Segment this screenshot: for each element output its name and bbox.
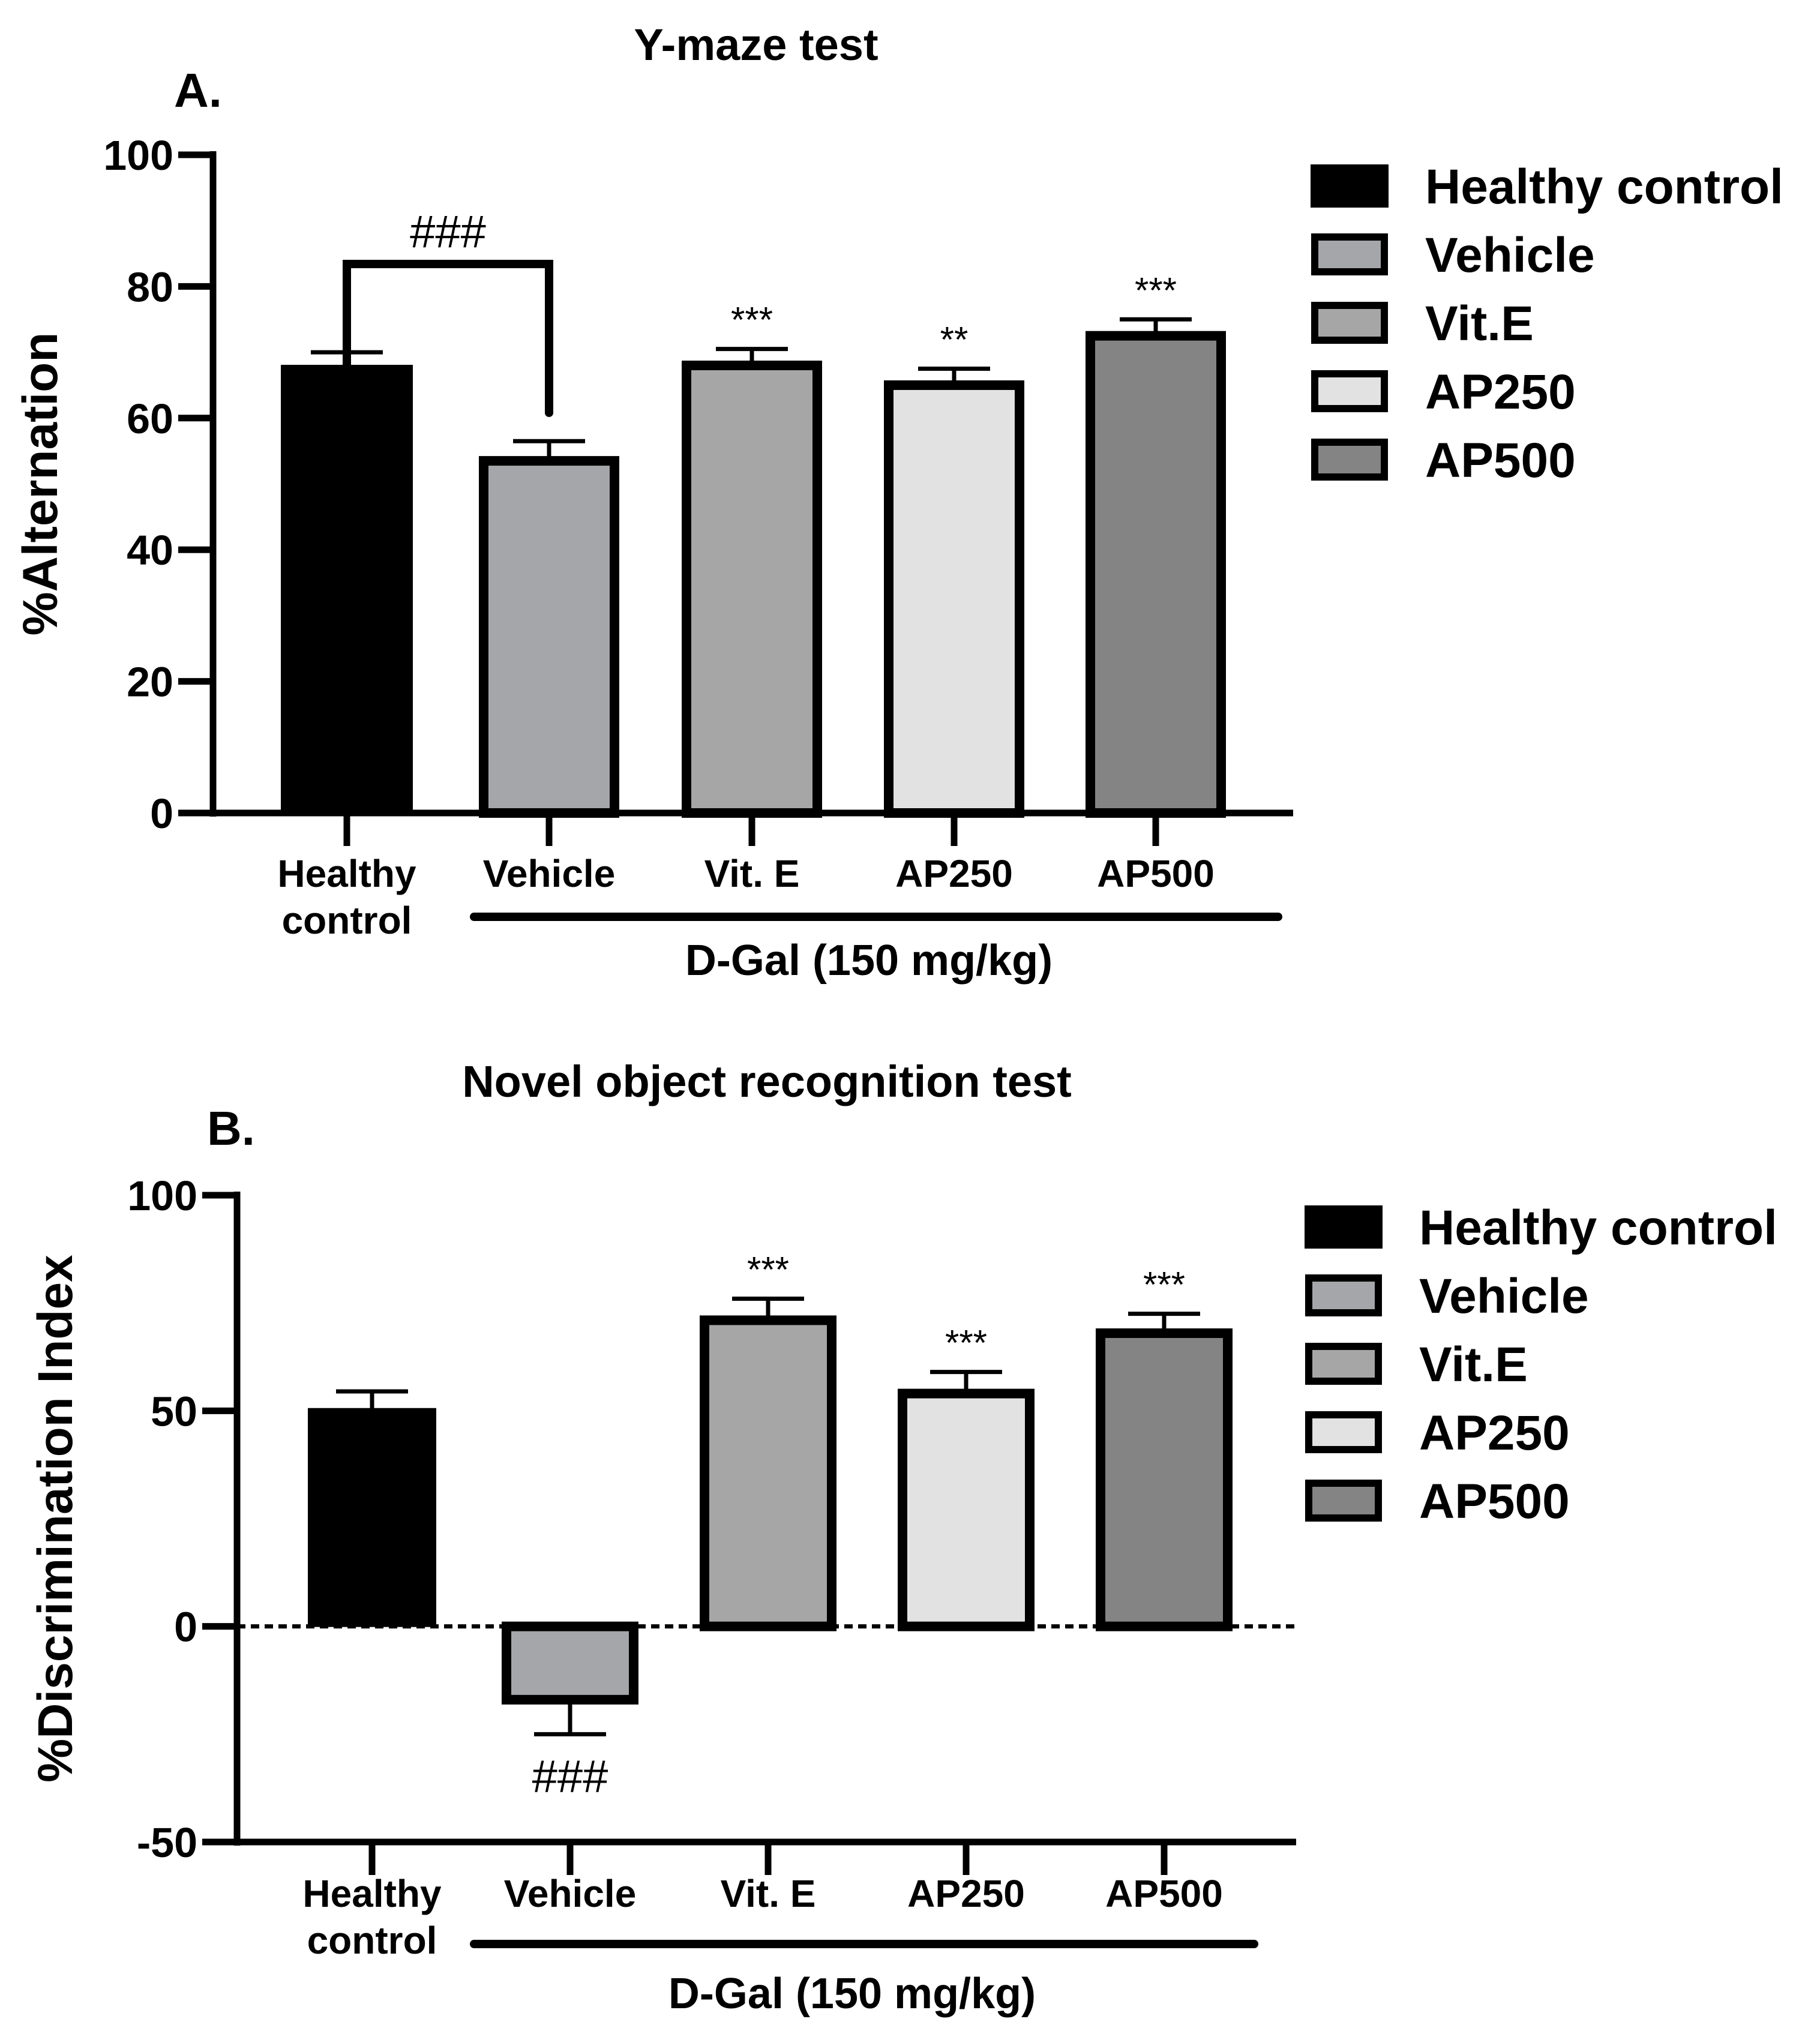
bar-vit-e (682, 361, 822, 818)
y-tick-label: 60 (127, 395, 173, 442)
significance-label: ### (532, 1751, 608, 1802)
y-tick-label: 80 (127, 263, 173, 310)
legend-label-ap250: AP250 (1425, 365, 1576, 419)
panel-label: A. (174, 64, 222, 117)
legend-label-ap500: AP500 (1425, 433, 1576, 488)
y-tick-label: 100 (127, 1172, 197, 1219)
bar-ap500 (1096, 1328, 1233, 1631)
x-tick-label: Vehicle (483, 852, 616, 895)
chart-title: Y-maze test (634, 20, 878, 70)
x-tick-label: Healthy (302, 1872, 442, 1915)
x-tick-label: AP250 (895, 852, 1013, 895)
x-tick-label: AP500 (1105, 1872, 1223, 1915)
chart-panel-a: Y-maze test A. %Alternation 0 20 40 60 80 100 Hea… (13, 20, 1783, 985)
legend-label-ap500: AP500 (1419, 1474, 1570, 1529)
legend-swatch-vehicle (1305, 1274, 1382, 1316)
legend-label-vehicle: Vehicle (1425, 228, 1595, 283)
chart-panel-b: Novel object recognition test B. %Discrimi… (28, 1057, 1777, 2018)
x-tick-label: Vit. E (704, 852, 800, 895)
significance-label: ** (940, 320, 969, 360)
y-axis-label: %Discrimination Index (28, 1255, 83, 1782)
bar-healthy-control (308, 1408, 436, 1627)
bar-vit-e (700, 1315, 836, 1631)
significance-label: *** (747, 1249, 789, 1289)
y-tick-label: 0 (174, 1604, 197, 1651)
significance-label: *** (731, 300, 773, 340)
legend-label-vit-e: Vit.E (1419, 1337, 1528, 1392)
x-tick-label: AP500 (1097, 852, 1215, 895)
y-tick-label: 50 (151, 1388, 197, 1435)
significance-label: *** (945, 1323, 987, 1363)
legend-label-ap250: AP250 (1419, 1406, 1570, 1460)
legend-swatch-vit-e (1305, 1343, 1382, 1385)
bar-healthy-control (281, 365, 413, 814)
y-tick-label: 100 (103, 132, 173, 179)
legend-swatch-ap250 (1311, 370, 1388, 412)
legend-label-healthy-control: Healthy control (1425, 160, 1783, 214)
legend-label-healthy-control: Healthy control (1419, 1201, 1777, 1255)
legend-swatch-ap500 (1311, 439, 1388, 481)
bar-ap250 (884, 380, 1024, 818)
bar-vehicle (479, 456, 619, 818)
x-tick-label: Healthy (277, 852, 416, 895)
x-tick-label: control (307, 1919, 437, 1962)
y-tick-label: 40 (127, 527, 173, 574)
group-label: D-Gal (150 mg/kg) (668, 1970, 1036, 2018)
legend-label-vehicle: Vehicle (1419, 1269, 1589, 1324)
legend-swatch-ap500 (1305, 1480, 1382, 1522)
bar-ap500 (1086, 331, 1226, 818)
y-axis-label: %Alternation (13, 332, 68, 636)
panel-label: B. (207, 1102, 255, 1155)
bracket-label: ### (410, 206, 486, 257)
legend-label-vit-e: Vit.E (1425, 296, 1534, 351)
legend-swatch-vit-e (1311, 302, 1388, 344)
significance-label: *** (1143, 1265, 1185, 1305)
chart-title: Novel object recognition test (462, 1057, 1072, 1106)
y-tick-label: 0 (150, 790, 173, 837)
bar-ap250 (898, 1388, 1035, 1631)
legend-swatch-healthy-control (1305, 1205, 1383, 1249)
y-tick-label: 20 (127, 659, 173, 706)
x-tick-label: Vehicle (504, 1872, 637, 1915)
legend-swatch-vehicle (1311, 233, 1388, 275)
significance-bracket (343, 260, 553, 417)
x-tick-label: AP250 (907, 1872, 1025, 1915)
x-tick-label: Vit. E (721, 1872, 816, 1915)
y-tick-label: -50 (137, 1819, 197, 1866)
legend-swatch-healthy-control (1311, 164, 1389, 208)
x-tick-label: control (282, 899, 412, 942)
group-label: D-Gal (150 mg/kg) (685, 937, 1053, 985)
bar-vehicle (502, 1621, 638, 1705)
significance-label: *** (1135, 270, 1177, 310)
legend-swatch-ap250 (1305, 1411, 1382, 1453)
